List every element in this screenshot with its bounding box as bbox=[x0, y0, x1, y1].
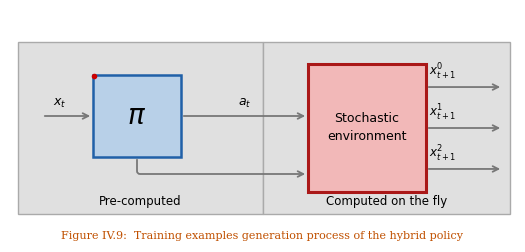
Text: Figure IV.9:  Training examples generation process of the hybrid policy: Figure IV.9: Training examples generatio… bbox=[61, 231, 463, 241]
Text: Computed on the fly: Computed on the fly bbox=[326, 196, 447, 208]
Text: Stochastic
environment: Stochastic environment bbox=[327, 112, 407, 143]
Bar bbox=[308, 64, 426, 192]
Text: $x_{t+1}^0$: $x_{t+1}^0$ bbox=[429, 62, 456, 82]
Text: $a_t$: $a_t$ bbox=[238, 97, 251, 110]
Text: $x_{t+1}^2$: $x_{t+1}^2$ bbox=[429, 144, 456, 164]
Text: $x_{t+1}^1$: $x_{t+1}^1$ bbox=[429, 103, 456, 123]
Bar bbox=[18, 42, 263, 214]
Text: $\pi$: $\pi$ bbox=[128, 103, 146, 130]
Bar bbox=[93, 75, 181, 157]
Text: $x_t$: $x_t$ bbox=[53, 97, 67, 110]
Text: Pre-computed: Pre-computed bbox=[99, 196, 182, 208]
Bar bbox=[263, 42, 510, 214]
